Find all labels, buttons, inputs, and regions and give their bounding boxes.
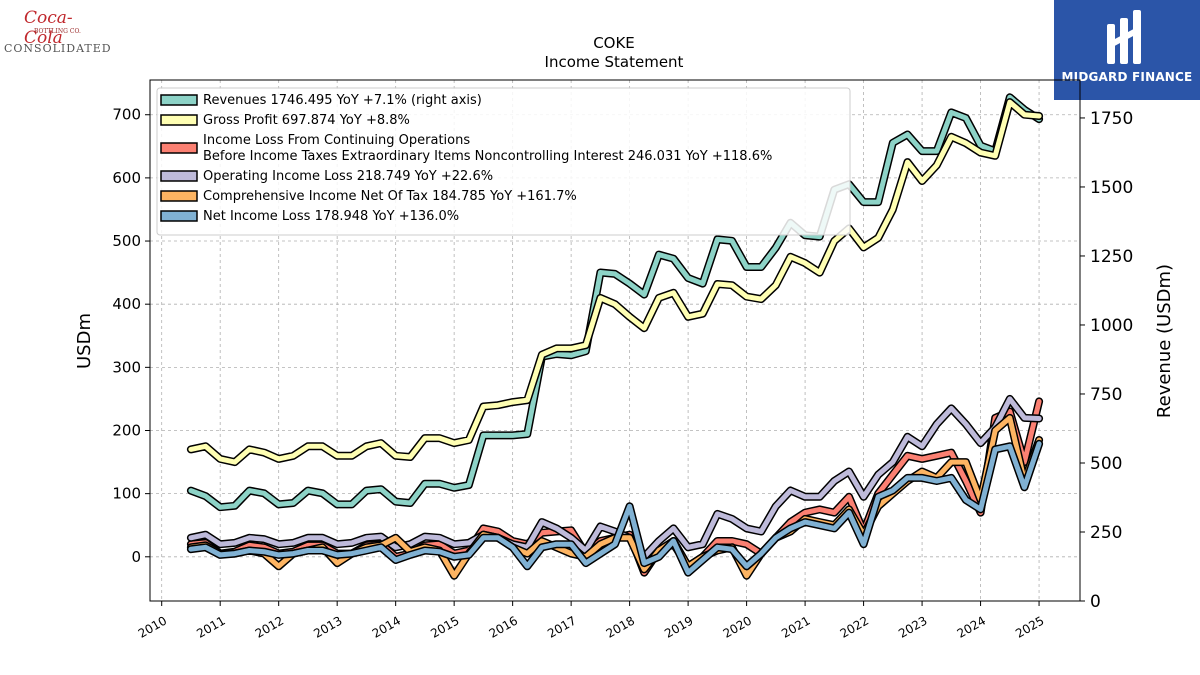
- left-axis: 0 100 200 300 400 500 600 700: [112, 106, 150, 566]
- legend-label: Revenues 1746.495 YoY +7.1% (right axis): [203, 93, 482, 108]
- midgard-finance-logo: MIDGARD FINANCE: [1054, 0, 1200, 100]
- legend-label-line: Revenues 1746.495 YoY +7.1% (right axis): [203, 93, 482, 108]
- coca-cola-script: Coca-Cola: [24, 8, 73, 48]
- series-line-0: [188, 94, 1042, 510]
- legend-label-line: Before Income Taxes Extraordinary Items …: [203, 149, 772, 164]
- y-tick-label: 200: [112, 421, 141, 439]
- x-tick-label: 2025: [1013, 613, 1046, 640]
- y-axis-right-label: Revenue (USDm): [1154, 264, 1175, 418]
- plot-frame: [149, 79, 1081, 602]
- legend-label-line: Comprehensive Income Net Of Tax 184.785 …: [203, 189, 577, 204]
- legend-swatch: [160, 190, 198, 202]
- series-outline-5: [186, 439, 1044, 577]
- y-right-tick-label: 250: [1090, 523, 1122, 543]
- right-axis: 0 250 500 750 1000 1250 1500 1750: [1080, 109, 1133, 612]
- x-tick-label: 2010: [136, 613, 169, 640]
- x-tick-label: 2023: [896, 613, 929, 640]
- chart-title: COKE: [593, 34, 635, 52]
- y-right-tick-label: 1500: [1090, 178, 1133, 198]
- legend-label: Income Loss From Continuing Operations Be…: [203, 133, 772, 164]
- coca-cola-consolidated-logo: Coca-Cola BOTTLING CO. CONSOLIDATED: [4, 4, 111, 68]
- legend-swatch: [160, 170, 198, 182]
- x-tick-label: 2018: [604, 613, 637, 640]
- legend-swatch: [160, 142, 198, 154]
- y-right-tick-label: 1750: [1090, 109, 1133, 129]
- y-axis-label: USDm: [74, 313, 95, 369]
- legend-label: Comprehensive Income Net Of Tax 184.785 …: [203, 189, 577, 204]
- legend-swatch: [160, 210, 198, 222]
- y-right-tick-label: 750: [1090, 385, 1122, 405]
- legend-label-line: Gross Profit 697.874 YoY +8.8%: [203, 113, 410, 128]
- x-tick-label: 2019: [662, 613, 695, 640]
- legend-label: Gross Profit 697.874 YoY +8.8%: [203, 113, 410, 128]
- legend-label: Net Income Loss 178.948 YoY +136.0%: [203, 209, 459, 224]
- x-tick-label: 2024: [955, 613, 988, 640]
- y-right-tick-label: 1250: [1090, 247, 1133, 267]
- y-tick-label: 100: [112, 485, 141, 503]
- x-tick-label: 2017: [545, 613, 578, 640]
- bottling-co-text: BOTTLING CO.: [34, 28, 81, 35]
- legend-label-line: Net Income Loss 178.948 YoY +136.0%: [203, 209, 459, 224]
- consolidated-text: CONSOLIDATED: [4, 42, 112, 55]
- x-tick-label: 2016: [487, 613, 520, 640]
- series-line-3: [188, 396, 1042, 560]
- x-tick-label: 2012: [253, 613, 286, 640]
- series-line-5: [188, 441, 1042, 576]
- y-right-tick-label: 0: [1090, 592, 1101, 612]
- y-tick-label: 400: [112, 295, 141, 313]
- legend-label-line: Income Loss From Continuing Operations: [203, 133, 470, 148]
- legend: Revenues 1746.495 YoY +7.1% (right axis)…: [156, 87, 851, 236]
- chart-subtitle: Income Statement: [545, 53, 684, 71]
- midgard-finance-text: MIDGARD FINANCE: [1061, 70, 1193, 84]
- y-tick-label: 0: [131, 548, 141, 566]
- y-right-tick-label: 500: [1090, 454, 1122, 474]
- series-layer: [186, 93, 1044, 580]
- legend-label-line: Operating Income Loss 218.749 YoY +22.6%: [203, 169, 493, 184]
- legend-box: [156, 87, 851, 236]
- x-axis: 2010 2011 2012 2013 2014 2015 2016 2017 2018 2019…: [136, 601, 1047, 641]
- y-tick-label: 600: [112, 169, 141, 187]
- midgard-mark-icon: [1107, 10, 1141, 64]
- legend-label: Operating Income Loss 218.749 YoY +22.6%: [203, 169, 493, 184]
- x-tick-label: 2020: [721, 613, 754, 640]
- legend-swatch: [160, 114, 198, 126]
- x-tick-label: 2014: [370, 613, 403, 640]
- y-tick-label: 700: [112, 106, 141, 124]
- y-tick-label: 300: [112, 358, 141, 376]
- series-line-1: [188, 99, 1042, 465]
- x-tick-label: 2015: [428, 613, 461, 640]
- y-right-tick-label: 1000: [1090, 316, 1133, 336]
- y-tick-label: 500: [112, 232, 141, 250]
- x-tick-label: 2021: [779, 613, 812, 640]
- legend-swatch: [160, 94, 198, 106]
- x-tick-label: 2022: [838, 613, 871, 640]
- x-tick-label: 2013: [311, 613, 344, 640]
- x-tick-label: 2011: [194, 613, 227, 640]
